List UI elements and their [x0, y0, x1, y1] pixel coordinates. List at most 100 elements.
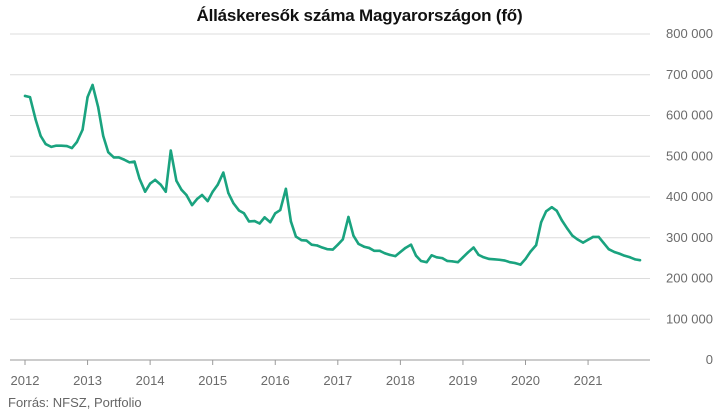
data-point: [258, 222, 261, 225]
data-point: [81, 128, 84, 131]
data-point: [237, 209, 241, 212]
data-point: [482, 256, 485, 259]
data-point: [222, 171, 225, 174]
data-point: [195, 197, 199, 201]
data-point: [112, 156, 116, 159]
data-point: [336, 243, 340, 246]
data-point: [441, 256, 444, 260]
data-point: [493, 258, 496, 261]
data-point: [544, 210, 548, 213]
data-point: [409, 243, 413, 246]
data-point: [75, 140, 79, 144]
data-point: [347, 215, 350, 219]
data-point: [102, 134, 105, 138]
data-point: [591, 235, 595, 239]
x-tick-label: 2014: [136, 373, 165, 388]
data-point: [253, 219, 256, 223]
data-point: [164, 190, 167, 193]
data-point: [488, 257, 491, 261]
y-tick-label: 800 000: [666, 26, 713, 41]
data-point: [60, 144, 63, 147]
data-point: [91, 83, 94, 87]
data-point: [524, 257, 527, 261]
data-point: [623, 254, 626, 257]
data-point: [294, 235, 298, 238]
data-point: [477, 253, 480, 257]
data-point: [399, 250, 402, 254]
data-point: [169, 149, 172, 152]
x-tick-label: 2017: [323, 373, 352, 388]
data-point: [352, 234, 355, 237]
data-point: [550, 205, 553, 209]
data-point: [331, 248, 335, 251]
data-point: [456, 261, 460, 264]
data-point: [122, 158, 126, 161]
data-point: [107, 150, 110, 154]
data-point: [23, 94, 27, 98]
data-point: [279, 208, 282, 212]
data-point: [274, 212, 277, 215]
x-tick-label: 2012: [11, 373, 40, 388]
data-point: [325, 247, 329, 251]
data-point: [232, 201, 235, 205]
data-point: [613, 250, 616, 254]
data-point: [414, 254, 418, 257]
data-point: [571, 234, 574, 237]
data-point: [466, 251, 470, 254]
x-tick-label: 2020: [511, 373, 540, 388]
data-point: [44, 142, 47, 146]
data-point: [555, 209, 558, 213]
data-point: [383, 252, 386, 255]
data-point: [86, 95, 89, 99]
data-point: [153, 178, 157, 182]
data-point: [560, 219, 563, 222]
data-point: [133, 160, 136, 163]
data-point: [367, 246, 371, 250]
data-point: [378, 249, 381, 252]
data-point: [618, 252, 621, 255]
data-point: [341, 238, 345, 241]
data-point: [628, 256, 632, 259]
data-point: [586, 238, 590, 241]
y-tick-label: 500 000: [666, 148, 713, 163]
data-point: [539, 221, 543, 224]
data-point: [513, 261, 517, 265]
data-point: [320, 246, 324, 249]
y-tick-label: 600 000: [666, 108, 713, 123]
data-point: [372, 249, 376, 252]
data-point: [128, 161, 131, 164]
data-point: [315, 244, 319, 247]
y-tick-label: 400 000: [666, 189, 713, 204]
data-point: [185, 193, 188, 197]
data-point: [357, 242, 360, 246]
data-point: [143, 190, 147, 193]
data-point: [206, 199, 209, 203]
data-point: [425, 261, 428, 264]
data-point: [263, 216, 266, 219]
data-point: [508, 261, 512, 264]
data-point: [581, 241, 585, 244]
data-point: [148, 182, 152, 185]
data-point: [430, 254, 433, 257]
data-point: [419, 259, 423, 263]
data-point: [159, 183, 162, 186]
data-point: [284, 187, 288, 191]
data-point: [269, 221, 272, 224]
data-point: [310, 243, 313, 246]
data-point: [566, 227, 569, 230]
data-point: [404, 246, 407, 250]
data-point: [362, 245, 366, 248]
data-point: [190, 203, 194, 207]
data-point: [34, 118, 37, 121]
data-point: [576, 238, 579, 241]
data-point: [529, 250, 532, 253]
x-tick-label: 2016: [261, 373, 290, 388]
data-point: [211, 190, 214, 193]
data-point: [633, 258, 637, 261]
data-point: [28, 95, 32, 99]
x-tick-label: 2015: [198, 373, 227, 388]
data-point: [227, 191, 230, 195]
source-note: Forrás: NFSZ, Portfolio: [8, 395, 142, 410]
data-point: [435, 256, 438, 259]
